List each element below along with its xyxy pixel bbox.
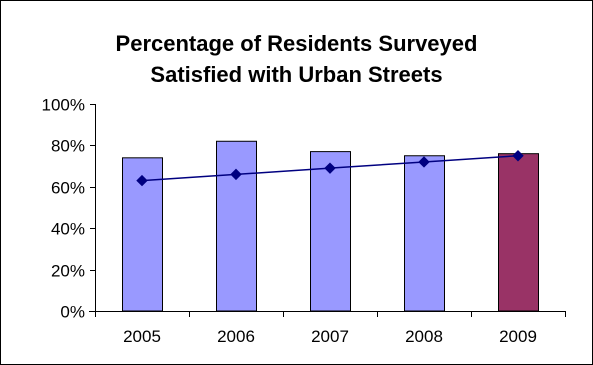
line-point-2007 [324, 162, 336, 174]
bar-2006 [216, 140, 257, 312]
y-tick-label: 0% [60, 303, 85, 322]
bar-2007 [310, 151, 351, 312]
x-tick-label: 2009 [499, 327, 537, 346]
bar-2009 [498, 153, 539, 312]
y-tick-label: 80% [51, 137, 85, 156]
bar-2008 [404, 155, 445, 312]
chart-title-line-1: Percentage of Residents Surveyed [115, 31, 478, 56]
chart-title-line-2: Satisfied with Urban Streets [150, 62, 443, 87]
line-point-2008 [418, 156, 430, 168]
line-point-2005 [136, 174, 148, 187]
y-tick-label: 60% [51, 179, 85, 198]
y-tick-label: 100% [42, 96, 85, 115]
line-point-2006 [230, 168, 242, 181]
y-tick-label: 40% [51, 220, 85, 239]
x-tick-label: 2007 [311, 327, 349, 346]
line-point-2009 [512, 150, 524, 162]
x-tick-label: 2008 [405, 327, 443, 346]
x-tick-label: 2006 [217, 327, 255, 346]
y-tick-label: 20% [51, 262, 85, 281]
x-tick-label: 2005 [123, 327, 161, 346]
chart-title: Percentage of Residents Surveyed Satisfi… [1, 28, 592, 90]
